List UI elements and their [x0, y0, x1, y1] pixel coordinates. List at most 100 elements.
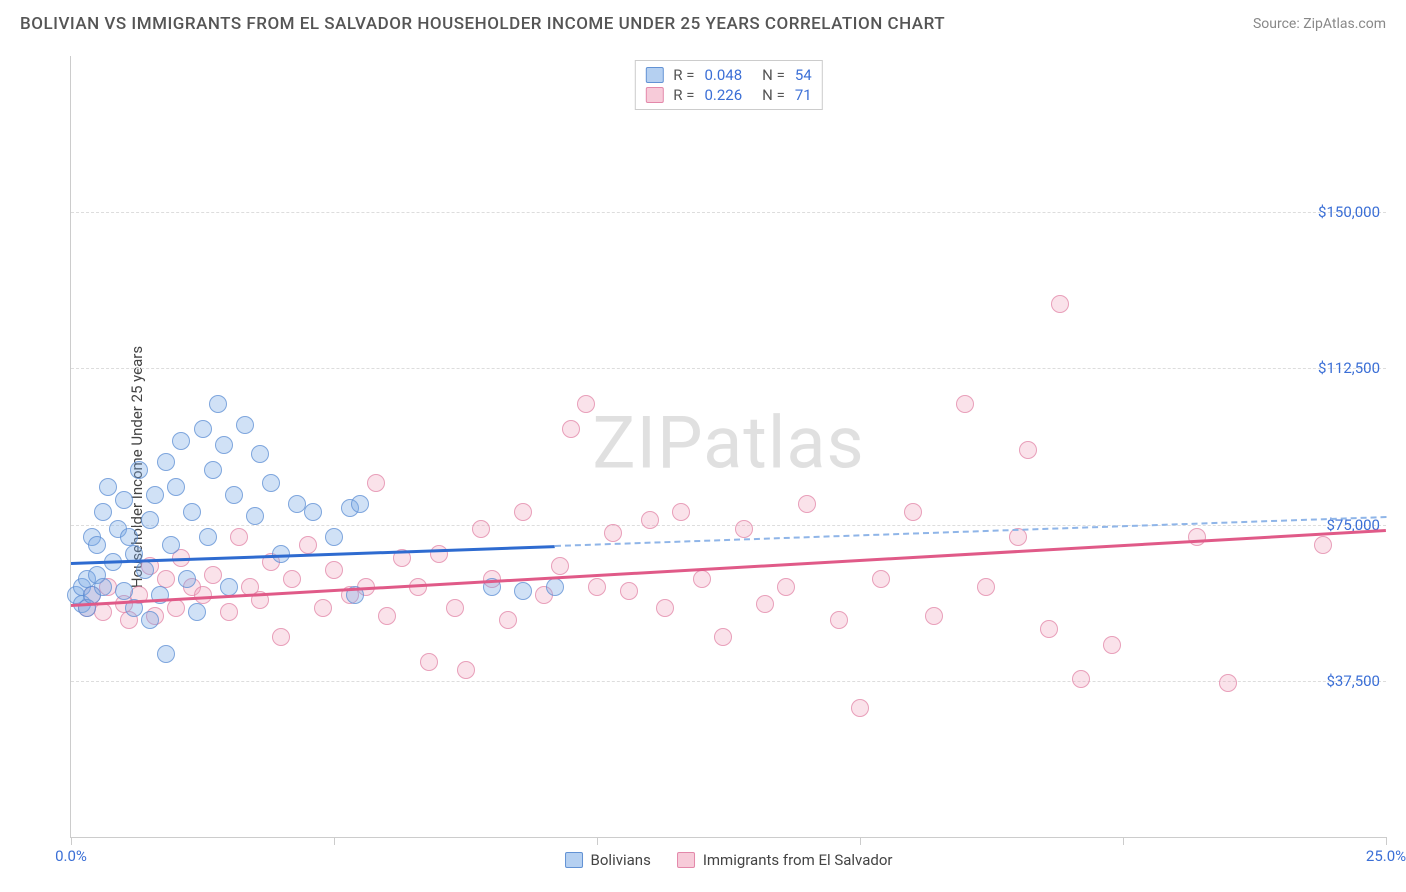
scatter-point [588, 578, 606, 596]
legend-label-b: Immigrants from El Salvador [703, 851, 893, 869]
scatter-point [546, 578, 564, 596]
scatter-point [215, 436, 233, 454]
scatter-point [99, 478, 117, 496]
scatter-point [735, 520, 753, 538]
scatter-point [756, 595, 774, 613]
scatter-point [551, 557, 569, 575]
scatter-point [157, 645, 175, 663]
gridline-h [71, 681, 1386, 682]
y-tick-label: $150,000 [1318, 203, 1380, 221]
scatter-point [262, 474, 280, 492]
scatter-point [851, 699, 869, 717]
scatter-point [94, 603, 112, 621]
source-prefix: Source: [1253, 16, 1303, 32]
scatter-point [194, 420, 212, 438]
n-label: N = [762, 86, 785, 104]
scatter-point [141, 611, 159, 629]
gridline-h [71, 212, 1386, 213]
scatter-point [209, 395, 227, 413]
scatter-point [409, 578, 427, 596]
scatter-point [641, 511, 659, 529]
scatter-point [714, 628, 732, 646]
scatter-point [230, 528, 248, 546]
scatter-point [577, 395, 595, 413]
scatter-point [115, 582, 133, 600]
scatter-point [904, 503, 922, 521]
scatter-point [272, 628, 290, 646]
scatter-point [925, 607, 943, 625]
chart-header: BOLIVIAN VS IMMIGRANTS FROM EL SALVADOR … [0, 0, 1406, 44]
scatter-point [1019, 441, 1037, 459]
scatter-point [146, 486, 164, 504]
scatter-point [830, 611, 848, 629]
x-tick-label: 0.0% [55, 847, 87, 865]
swatch-series-a [645, 67, 663, 83]
scatter-point [188, 603, 206, 621]
scatter-point [562, 420, 580, 438]
swatch-series-b [677, 852, 695, 868]
y-tick-label: $112,500 [1318, 359, 1380, 377]
scatter-point [1051, 295, 1069, 313]
scatter-point [472, 520, 490, 538]
scatter-point [620, 582, 638, 600]
x-tick-mark [597, 837, 598, 845]
chart-title: BOLIVIAN VS IMMIGRANTS FROM EL SALVADOR … [20, 14, 945, 34]
scatter-point [604, 524, 622, 542]
scatter-point [872, 570, 890, 588]
chart-area: Householder Income Under 25 years ZIPatl… [20, 56, 1386, 878]
scatter-point [304, 503, 322, 521]
scatter-point [693, 570, 711, 588]
x-tick-mark [71, 837, 72, 845]
scatter-point [299, 536, 317, 554]
series-legend: Bolivians Immigrants from El Salvador [565, 851, 893, 869]
scatter-point [172, 432, 190, 450]
scatter-point [246, 507, 264, 525]
scatter-point [199, 528, 217, 546]
r-value-b: 0.226 [704, 86, 742, 104]
swatch-series-a [565, 852, 583, 868]
scatter-point [956, 395, 974, 413]
scatter-point [120, 528, 138, 546]
scatter-point [141, 511, 159, 529]
x-tick-label: 25.0% [1366, 847, 1406, 865]
scatter-point [457, 661, 475, 679]
scatter-point [499, 611, 517, 629]
x-tick-mark [1123, 837, 1124, 845]
scatter-point [225, 486, 243, 504]
scatter-point [977, 578, 995, 596]
scatter-point [514, 503, 532, 521]
scatter-point [88, 536, 106, 554]
scatter-point [204, 566, 222, 584]
scatter-point [1072, 670, 1090, 688]
scatter-point [220, 603, 238, 621]
scatter-plot: ZIPatlas R = 0.048 N = 54 R = 0.226 N = … [70, 56, 1386, 838]
scatter-point [514, 582, 532, 600]
scatter-point [378, 607, 396, 625]
y-tick-label: $37,500 [1326, 672, 1380, 690]
x-tick-mark [334, 837, 335, 845]
scatter-point [236, 416, 254, 434]
scatter-point [1314, 536, 1332, 554]
scatter-point [656, 599, 674, 617]
scatter-point [251, 445, 269, 463]
scatter-point [130, 461, 148, 479]
legend-item-a: Bolivians [565, 851, 651, 869]
scatter-point [167, 599, 185, 617]
scatter-point [777, 578, 795, 596]
n-label: N = [762, 66, 785, 84]
r-value-a: 0.048 [704, 66, 742, 84]
source-name: ZipAtlas.com [1303, 16, 1386, 32]
scatter-point [204, 461, 222, 479]
scatter-point [351, 495, 369, 513]
scatter-point [325, 528, 343, 546]
scatter-point [157, 570, 175, 588]
scatter-point [178, 570, 196, 588]
scatter-point [430, 545, 448, 563]
scatter-point [314, 599, 332, 617]
n-value-b: 71 [795, 86, 812, 104]
scatter-point [672, 503, 690, 521]
scatter-point [798, 495, 816, 513]
scatter-point [162, 536, 180, 554]
r-label: R = [673, 66, 694, 84]
scatter-point [283, 570, 301, 588]
